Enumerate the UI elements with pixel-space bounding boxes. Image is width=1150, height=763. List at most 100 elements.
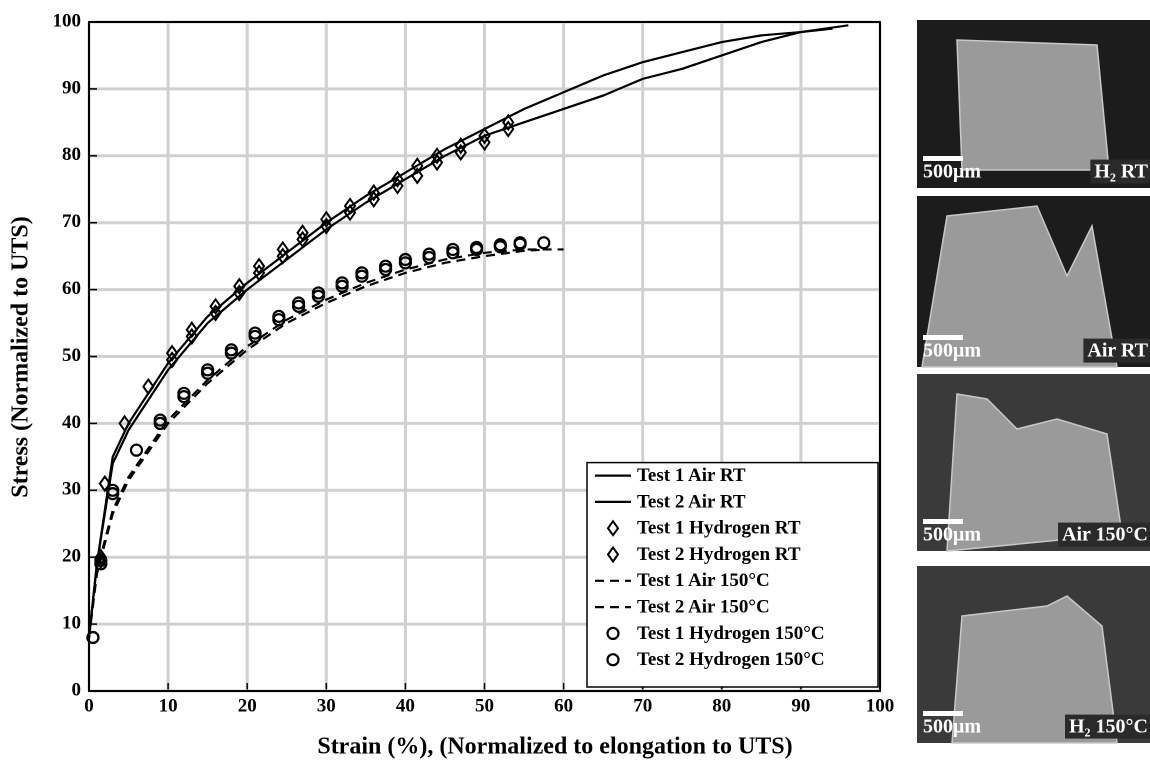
panel-label: Air RT [1087, 340, 1148, 362]
diamond-marker [98, 474, 112, 493]
y-tick-label: 10 [62, 612, 81, 633]
legend-label: Test 1 Hydrogen 150°C [637, 623, 825, 644]
x-tick-label: 80 [712, 695, 731, 716]
diamond-marker [233, 284, 246, 302]
diamond-marker [233, 277, 246, 295]
sem-image: 500μm Air RT [917, 196, 1150, 368]
y-tick-label: 100 [53, 10, 82, 31]
circle-marker [129, 443, 144, 457]
circle-marker [493, 240, 507, 254]
x-tick-label: 30 [317, 695, 336, 716]
y-tick-label: 70 [62, 211, 81, 232]
scale-bar [923, 335, 963, 340]
diamond-marker [478, 127, 491, 145]
x-tick-label: 100 [866, 695, 895, 716]
diamond-marker [391, 170, 404, 188]
legend-label: Test 1 Air RT [637, 465, 746, 486]
scale-label: 500μm [923, 161, 981, 183]
diamond-marker [343, 197, 357, 215]
circle-marker [272, 313, 286, 327]
diamond-marker [454, 143, 467, 162]
diamond-marker [411, 167, 424, 185]
specimen [921, 205, 1118, 368]
legend-swatch [606, 653, 620, 667]
legend-label: Test 1 Air 150°C [637, 570, 770, 591]
y-tick-label: 90 [62, 77, 81, 98]
x-tick-label: 20 [238, 695, 257, 716]
diamond-marker [276, 240, 290, 259]
sem-image: 500μm H₂ RT [917, 20, 1150, 188]
circle-marker [537, 236, 551, 250]
panel-label: Air 150°C [1062, 524, 1148, 546]
circle-marker [513, 237, 527, 251]
scale-bar [923, 519, 963, 524]
x-tick-label: 70 [633, 695, 652, 716]
circle-marker [177, 390, 191, 404]
scale-bar [923, 711, 963, 716]
panel-label-bg [1083, 338, 1150, 363]
diamond-marker [185, 327, 199, 346]
circle-marker [355, 269, 369, 283]
diamond-marker [430, 153, 444, 172]
y-tick-label: 40 [62, 412, 81, 433]
circle-marker [398, 256, 412, 270]
diamond-marker [320, 210, 333, 229]
plot-frame [88, 21, 881, 692]
legend-label: Test 2 Hydrogen RT [637, 544, 801, 565]
circle-marker [292, 299, 306, 313]
circle-marker [248, 329, 262, 344]
legend-box [586, 461, 879, 688]
diamond-marker [343, 203, 357, 222]
diamond-marker [478, 133, 491, 152]
y-tick-label: 50 [62, 345, 81, 366]
x-tick-label: 10 [159, 695, 178, 716]
diamond-marker [209, 297, 222, 316]
circle-marker [201, 366, 215, 380]
x-tick-label: 90 [791, 695, 810, 716]
series-line [87, 248, 564, 638]
specimen [956, 39, 1110, 171]
legend-swatch [606, 626, 620, 641]
diamond-marker [296, 230, 309, 249]
circle-marker [106, 487, 120, 501]
circle-marker [379, 262, 393, 277]
scale-label: 500μm [923, 716, 981, 738]
circle-marker [153, 416, 167, 430]
diamond-marker [430, 147, 444, 165]
diamond-marker [118, 414, 131, 433]
scale-bar [923, 156, 963, 161]
y-axis-label: Stress (Normalized to UTS) [8, 216, 34, 498]
panel-label-bg [1065, 714, 1150, 739]
diamond-marker [411, 157, 424, 175]
specimen [951, 595, 1118, 744]
circle-marker [335, 279, 349, 293]
panel-label: H₂ RT [1094, 161, 1148, 183]
diamond-marker [320, 217, 333, 235]
x-tick-label: 50 [475, 695, 494, 716]
diamond-marker [209, 304, 222, 322]
y-tick-label: 20 [62, 546, 81, 567]
y-tick-label: 0 [72, 679, 82, 700]
diamond-marker [185, 321, 199, 339]
circle-marker [422, 250, 436, 265]
diamond-marker [252, 257, 266, 275]
legend-label: Test 1 Hydrogen RT [637, 518, 801, 539]
diamond-marker [165, 351, 179, 369]
x-tick-label: 0 [84, 695, 94, 716]
legend-label: Test 2 Air RT [637, 491, 746, 512]
legend-label: Test 2 Hydrogen 150°C [637, 649, 825, 670]
circle-marker [86, 630, 100, 645]
series-line [87, 24, 849, 638]
diamond-marker [391, 177, 404, 195]
diamond-marker [252, 264, 266, 282]
diamond-marker [142, 377, 155, 396]
diamond-marker [502, 113, 515, 132]
legend-swatch [606, 519, 620, 537]
diamond-marker [367, 190, 380, 209]
y-tick-label: 30 [62, 479, 81, 500]
diamond-marker [276, 247, 290, 265]
circle-marker [94, 557, 108, 571]
specimen [946, 393, 1123, 552]
scale-label: 500μm [923, 524, 981, 546]
